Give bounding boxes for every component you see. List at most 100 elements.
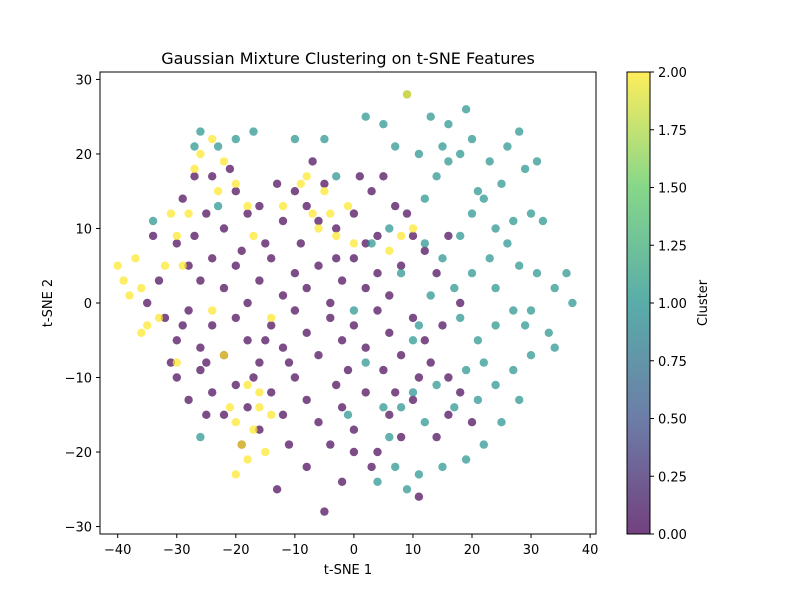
- cluster-2-point: [137, 328, 146, 337]
- cluster-0-point: [284, 358, 294, 367]
- cluster-2-point: [208, 134, 217, 144]
- cluster-1-point: [432, 172, 441, 181]
- colorbar-tick-label: 0.00: [658, 528, 687, 543]
- x-axis-ticks: −40 −30 −20 −10 0 10 20 30 40: [104, 534, 598, 558]
- cluster-2-point: [267, 313, 276, 323]
- cluster-0-point: [172, 373, 181, 382]
- cluster-2-point: [314, 224, 323, 233]
- cluster-1-point: [456, 231, 465, 241]
- cluster-1-point: [515, 395, 524, 405]
- cluster-0-point: [408, 313, 418, 323]
- cluster-1-point: [509, 365, 518, 375]
- cluster-2-point: [125, 291, 134, 300]
- cluster-0-point: [290, 269, 300, 278]
- colorbar: [626, 71, 651, 535]
- y-tick-label: 10: [75, 222, 92, 237]
- y-tick-label: 30: [75, 73, 92, 88]
- cluster-2-point: [326, 209, 335, 218]
- cluster-0-point: [367, 462, 376, 472]
- cluster-0-point: [349, 425, 359, 434]
- cluster-0-point: [408, 395, 418, 405]
- cluster-0-point: [267, 254, 276, 263]
- cluster-0-point: [208, 172, 217, 181]
- x-tick-label: 20: [464, 543, 481, 558]
- cluster-0-point: [184, 306, 193, 315]
- cluster-1-point: [420, 239, 429, 248]
- cluster-0-point: [420, 336, 429, 345]
- cluster-1-point: [402, 485, 412, 494]
- cluster-2-point: [190, 164, 199, 174]
- cluster-0-point: [385, 410, 394, 419]
- cluster-1-point: [485, 157, 494, 166]
- cluster-2-point: [255, 403, 264, 412]
- cluster-1-point: [532, 157, 542, 166]
- y-tick-label: 20: [75, 148, 92, 163]
- chart-title: Gaussian Mixture Clustering on t-SNE Fea…: [161, 49, 535, 68]
- cluster-1-point: [438, 462, 447, 472]
- x-tick-label: −40: [104, 543, 131, 558]
- cluster-0-point: [361, 388, 370, 397]
- cluster-1-point: [562, 269, 571, 278]
- y-tick-label: −30: [65, 521, 92, 536]
- cluster-1-point: [438, 142, 447, 151]
- cluster-0-point: [178, 194, 187, 203]
- cluster-1-point: [450, 403, 459, 412]
- cluster-0-point: [202, 358, 211, 367]
- cluster-0-point: [243, 209, 252, 218]
- cluster-2-point: [343, 201, 353, 211]
- cluster-0-point: [432, 269, 441, 278]
- cluster-0-point: [172, 239, 181, 248]
- cluster-2-point: [408, 224, 418, 233]
- cluster-0-point: [414, 492, 424, 501]
- cluster-0-point: [166, 358, 176, 367]
- cluster-0-point: [231, 187, 240, 196]
- cluster-0-point: [326, 298, 335, 308]
- cluster-1-point: [385, 432, 394, 442]
- cluster-0-point: [373, 269, 382, 278]
- cluster-1-point: [426, 112, 435, 121]
- cluster-0-point: [296, 239, 305, 248]
- y-tick-label: −20: [65, 446, 92, 461]
- cluster-0-point: [349, 447, 359, 457]
- cluster-2-point: [302, 172, 311, 181]
- cluster-0-point: [231, 261, 240, 270]
- cluster-1-point: [438, 254, 447, 263]
- cluster-0-point: [379, 172, 388, 181]
- cluster-2-point: [225, 403, 235, 412]
- cluster-0-point: [396, 432, 406, 442]
- cluster-0-point: [255, 276, 264, 285]
- cluster-2-point: [267, 410, 276, 419]
- cluster-1-point: [456, 313, 465, 323]
- cluster-0-point: [343, 365, 353, 375]
- cluster-0-point: [243, 336, 252, 345]
- cluster-0-point: [314, 216, 323, 226]
- cluster-0-point: [196, 276, 205, 285]
- cluster-0-point: [337, 336, 347, 345]
- cluster-1-point: [479, 440, 488, 449]
- cluster-0-point: [219, 410, 229, 419]
- cluster-2-point: [113, 261, 122, 270]
- cluster-1-point: [414, 470, 424, 479]
- cluster-1-point: [479, 358, 488, 367]
- cluster-1-point: [456, 149, 465, 159]
- cluster-2-point: [349, 239, 359, 248]
- cluster-0-point: [172, 336, 181, 345]
- cluster-1-point: [473, 187, 483, 196]
- cluster-1-point: [396, 403, 406, 412]
- x-tick-label: 10: [405, 543, 422, 558]
- cluster-0-point: [196, 365, 205, 375]
- cluster-0-point: [420, 246, 429, 255]
- cluster-0-point: [361, 239, 370, 248]
- cluster-0-point: [337, 276, 347, 285]
- cluster-0-point: [272, 485, 282, 494]
- cluster-2-point: [243, 380, 252, 390]
- cluster-0-point: [332, 254, 341, 263]
- cluster-0-point: [402, 209, 412, 218]
- cluster-2-point: [137, 283, 146, 293]
- cluster-0-point: [202, 209, 211, 218]
- cluster-1-point: [379, 120, 388, 129]
- cluster-1-point: [361, 358, 370, 367]
- cluster-0-point: [231, 380, 240, 390]
- cluster-1-point: [213, 142, 223, 151]
- points-layer: [113, 90, 577, 516]
